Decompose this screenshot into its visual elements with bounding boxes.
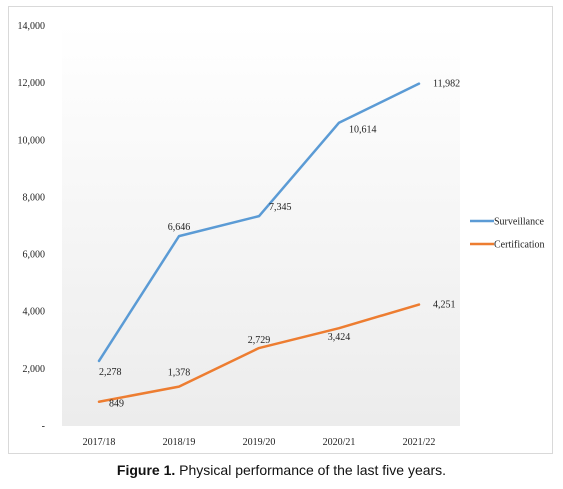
y-tick-label: 6,000	[23, 250, 46, 261]
x-tick-label: 2020/21	[323, 437, 356, 448]
plot-area	[62, 24, 460, 426]
caption-prefix: Figure 1.	[116, 462, 176, 478]
y-tick-label: 14,000	[18, 21, 46, 32]
y-tick-label: 12,000	[18, 78, 46, 89]
data-label: 1,378	[168, 368, 191, 379]
x-tick-label: 2021/22	[403, 437, 436, 448]
y-tick-label: 2,000	[23, 364, 46, 375]
x-tick-label: 2019/20	[243, 437, 276, 448]
legend-label: Certification	[494, 240, 545, 251]
data-label: 2,729	[248, 335, 271, 346]
series-line-certification	[97, 303, 421, 403]
data-label: 849	[109, 399, 124, 410]
data-label: 3,424	[328, 332, 351, 343]
data-label: 2,278	[99, 367, 122, 378]
y-tick-label: 4,000	[23, 307, 46, 318]
x-tick-label: 2018/19	[163, 437, 196, 448]
y-tick-label: -	[42, 421, 45, 432]
legend-label: Surveillance	[494, 217, 545, 228]
data-label: 10,614	[349, 125, 377, 136]
y-tick-label: 8,000	[23, 192, 46, 203]
line-chart: -2,0004,0006,0008,00010,00012,00014,000 …	[18, 21, 545, 448]
data-label: 11,982	[433, 79, 460, 90]
y-tick-label: 10,000	[18, 135, 46, 146]
data-label: 6,646	[168, 222, 191, 233]
caption-text: Physical performance of the last five ye…	[175, 462, 447, 478]
data-label: 4,251	[433, 300, 456, 311]
figure-caption: Figure 1. Physical performance of the la…	[0, 462, 563, 478]
series-line-surveillance	[97, 82, 421, 363]
data-label: 7,345	[269, 202, 292, 213]
x-tick-label: 2017/18	[83, 437, 116, 448]
